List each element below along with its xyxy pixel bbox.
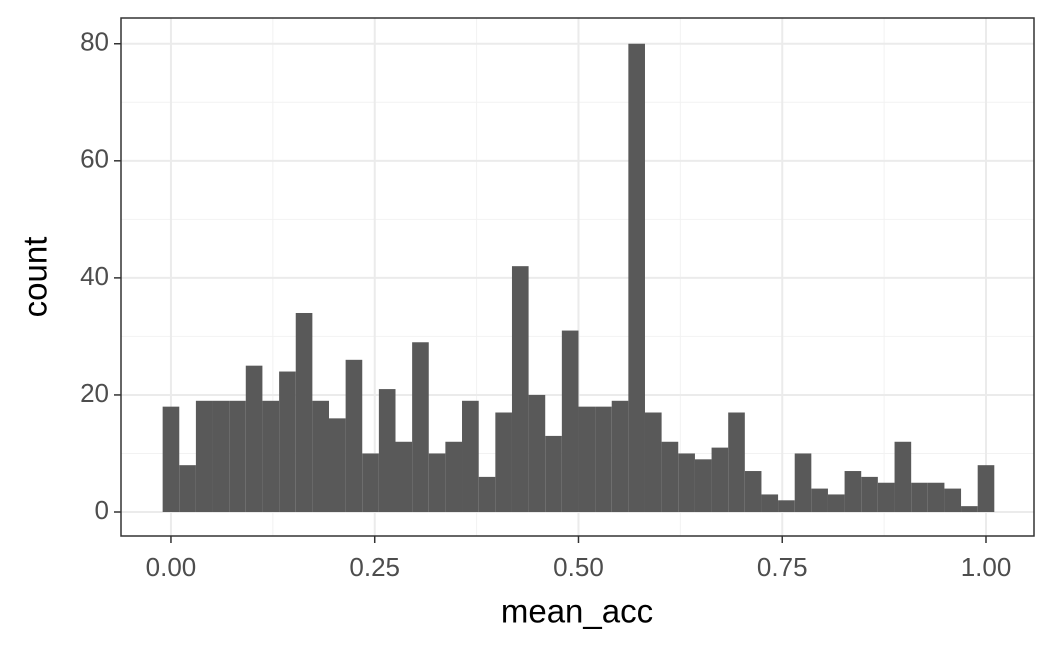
bar bbox=[977, 465, 995, 513]
bar bbox=[495, 412, 512, 513]
panel-border bbox=[120, 17, 1035, 537]
bar bbox=[462, 400, 479, 513]
y-axis-title: count bbox=[17, 237, 54, 318]
bar bbox=[578, 406, 596, 513]
bar bbox=[711, 447, 729, 513]
bar bbox=[911, 482, 928, 513]
bar bbox=[961, 506, 978, 513]
x-tick-label: 0.50 bbox=[553, 552, 604, 582]
bar bbox=[362, 453, 379, 513]
bar bbox=[262, 400, 280, 513]
bar bbox=[195, 400, 213, 513]
y-tick-label: 60 bbox=[80, 144, 109, 174]
bar bbox=[694, 459, 712, 513]
bar bbox=[661, 441, 679, 513]
bar bbox=[827, 494, 845, 513]
bar bbox=[478, 476, 496, 513]
bar bbox=[295, 312, 313, 513]
bar bbox=[794, 453, 812, 513]
bar bbox=[528, 394, 546, 513]
bar bbox=[844, 471, 862, 513]
bar bbox=[428, 453, 446, 513]
bar bbox=[944, 488, 962, 513]
bar bbox=[644, 412, 662, 513]
bar bbox=[245, 365, 263, 513]
y-tick-label: 80 bbox=[80, 27, 109, 57]
x-axis-title: mean_acc bbox=[501, 593, 653, 630]
bar bbox=[744, 471, 762, 513]
x-tick-label: 1.00 bbox=[961, 552, 1012, 582]
bar bbox=[345, 359, 363, 513]
bar bbox=[778, 500, 795, 513]
bar bbox=[212, 400, 230, 513]
bar bbox=[728, 412, 745, 513]
bar bbox=[628, 43, 645, 513]
bar bbox=[561, 330, 579, 513]
bar bbox=[877, 482, 895, 513]
bar bbox=[761, 494, 779, 513]
y-tick-label: 40 bbox=[80, 261, 109, 291]
bar bbox=[412, 342, 429, 513]
bar bbox=[595, 406, 612, 513]
bar bbox=[395, 441, 413, 513]
bar bbox=[312, 400, 329, 513]
bar bbox=[179, 465, 196, 513]
bar bbox=[611, 400, 629, 513]
bar bbox=[162, 406, 180, 513]
bar bbox=[545, 435, 562, 513]
bar bbox=[229, 400, 246, 513]
bar bbox=[378, 389, 396, 513]
x-tick-label: 0.00 bbox=[146, 552, 197, 582]
bar bbox=[927, 482, 945, 513]
bar bbox=[678, 453, 695, 513]
bar bbox=[445, 441, 463, 513]
bar bbox=[279, 371, 296, 513]
bar bbox=[811, 488, 828, 513]
x-tick-label: 0.25 bbox=[349, 552, 400, 582]
bar bbox=[894, 441, 912, 513]
y-tick-label: 0 bbox=[95, 495, 109, 525]
y-tick-label: 20 bbox=[80, 378, 109, 408]
bar bbox=[861, 476, 878, 513]
bar bbox=[328, 418, 346, 513]
x-tick-label: 0.75 bbox=[757, 552, 808, 582]
bar bbox=[511, 266, 529, 513]
